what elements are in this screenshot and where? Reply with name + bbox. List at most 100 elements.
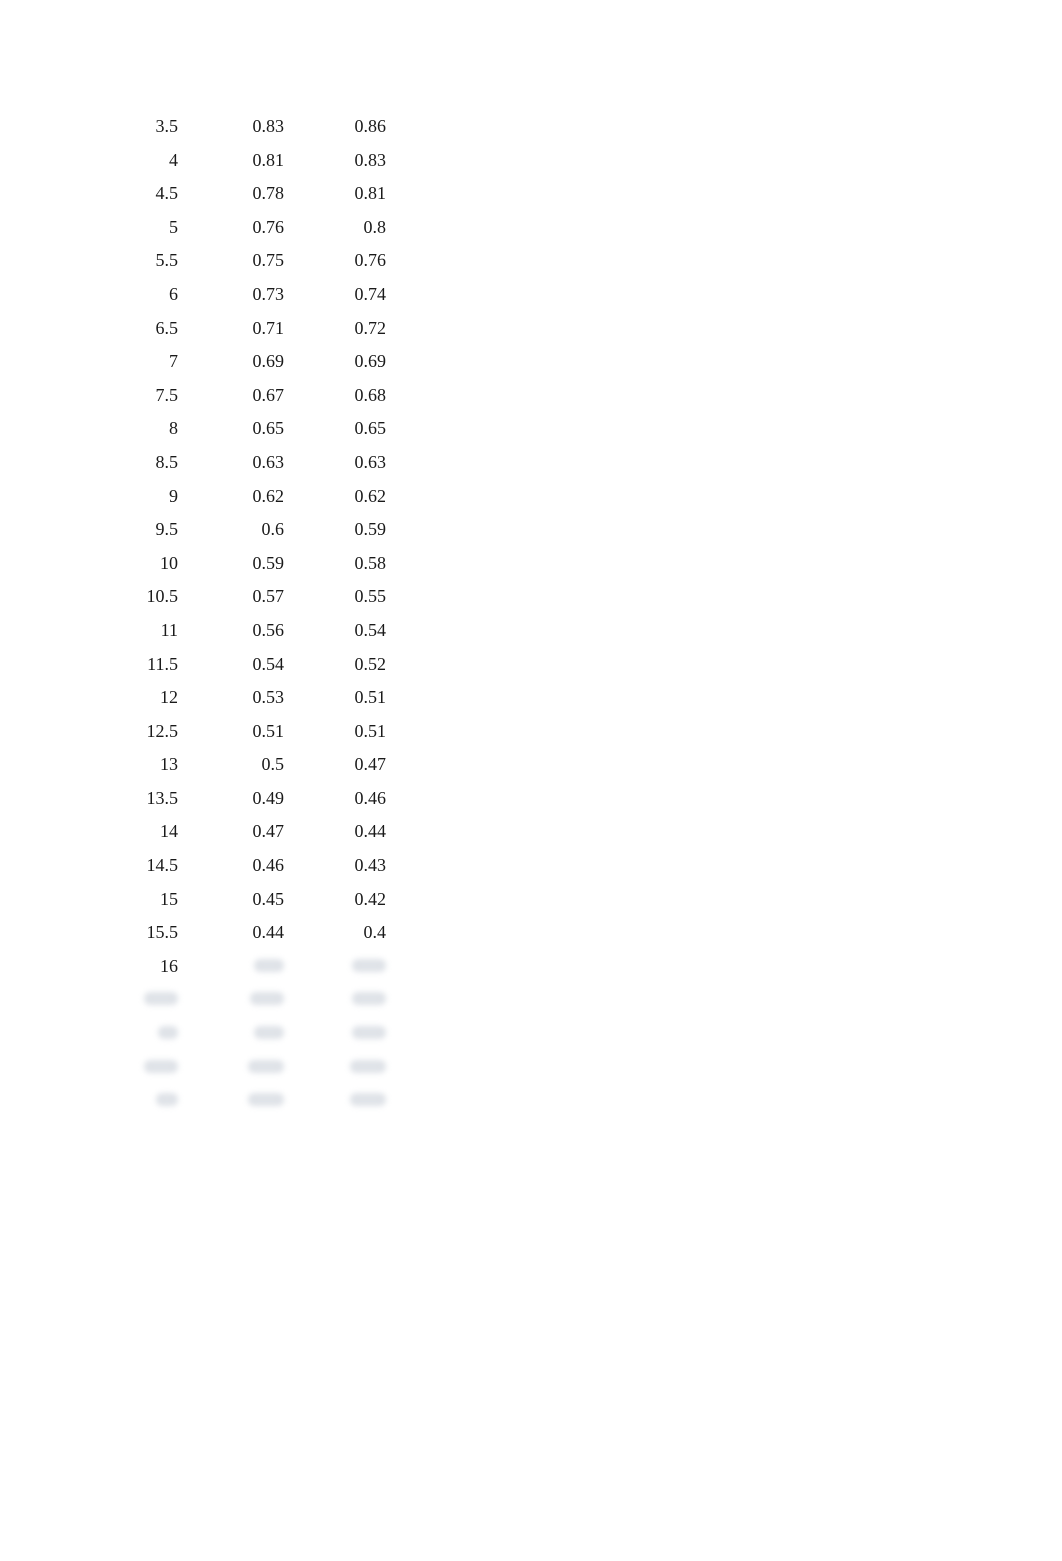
table-cell: 0.63 [284, 446, 386, 480]
table-row: 9.50.60.59 [118, 513, 386, 547]
table-cell: 0.45 [178, 883, 284, 917]
table-cell: 0.52 [284, 648, 386, 682]
table-row: 12.50.510.51 [118, 715, 386, 749]
table-cell: 0.67 [178, 379, 284, 413]
table-cell: 4 [118, 144, 178, 178]
table-cell: 0.78 [178, 177, 284, 211]
table-cell: 0.75 [178, 244, 284, 278]
table-cell: 0.86 [284, 110, 386, 144]
table-row: 70.690.69 [118, 345, 386, 379]
table-cell: 7.5 [118, 379, 178, 413]
table-cell: 0.83 [284, 144, 386, 178]
blurred-value [248, 1093, 284, 1106]
blurred-value [254, 959, 284, 972]
table-row: 11.50.540.52 [118, 648, 386, 682]
table-cell [284, 983, 386, 1017]
table-cell: 0.74 [284, 278, 386, 312]
table-body: 3.50.830.8640.810.834.50.780.8150.760.85… [118, 110, 386, 1118]
table-cell: 13.5 [118, 782, 178, 816]
table-row: 4.50.780.81 [118, 177, 386, 211]
table-cell: 0.59 [178, 547, 284, 581]
table-cell: 0.47 [284, 748, 386, 782]
table-cell [284, 950, 386, 984]
table-row: 60.730.74 [118, 278, 386, 312]
table-row [118, 1084, 386, 1118]
table-cell: 0.73 [178, 278, 284, 312]
table-cell: 5.5 [118, 244, 178, 278]
table-row: 150.450.42 [118, 883, 386, 917]
table-cell: 0.68 [284, 379, 386, 413]
table-cell: 6 [118, 278, 178, 312]
table-cell: 0.81 [178, 144, 284, 178]
table-row: 3.50.830.86 [118, 110, 386, 144]
table-cell: 0.62 [284, 480, 386, 514]
table-cell: 0.69 [284, 345, 386, 379]
table-cell: 3.5 [118, 110, 178, 144]
table-row: 110.560.54 [118, 614, 386, 648]
table-row [118, 983, 386, 1017]
table-cell: 15 [118, 883, 178, 917]
blurred-value [158, 1026, 178, 1039]
table-row: 13.50.490.46 [118, 782, 386, 816]
blurred-value [352, 992, 386, 1005]
table-cell: 10.5 [118, 580, 178, 614]
blurred-value [350, 1060, 386, 1073]
table-cell: 0.42 [284, 883, 386, 917]
table-cell: 0.44 [178, 916, 284, 950]
table-cell: 0.65 [284, 412, 386, 446]
table-row: 50.760.8 [118, 211, 386, 245]
table-cell: 8 [118, 412, 178, 446]
table-cell [118, 1017, 178, 1051]
blurred-value [254, 1026, 284, 1039]
table-row: 140.470.44 [118, 815, 386, 849]
table-row [118, 1051, 386, 1085]
table-cell: 0.47 [178, 815, 284, 849]
blurred-value [144, 1060, 178, 1073]
table-row: 120.530.51 [118, 681, 386, 715]
table-row: 90.620.62 [118, 480, 386, 514]
table-cell: 0.58 [284, 547, 386, 581]
table-cell [178, 1084, 284, 1118]
table-cell: 0.76 [178, 211, 284, 245]
table-cell [284, 1051, 386, 1085]
table-cell: 0.4 [284, 916, 386, 950]
table-cell: 0.8 [284, 211, 386, 245]
table-cell: 0.63 [178, 446, 284, 480]
table-cell: 5 [118, 211, 178, 245]
table-cell: 14 [118, 815, 178, 849]
table-cell [178, 950, 284, 984]
table-cell: 0.51 [284, 715, 386, 749]
table-cell: 0.83 [178, 110, 284, 144]
table-cell: 11.5 [118, 648, 178, 682]
blurred-value [144, 992, 178, 1005]
table-cell [118, 1084, 178, 1118]
table-cell: 0.54 [284, 614, 386, 648]
table-cell: 0.6 [178, 513, 284, 547]
table-row: 40.810.83 [118, 144, 386, 178]
blurred-value [248, 1060, 284, 1073]
table-cell: 14.5 [118, 849, 178, 883]
table-cell: 0.57 [178, 580, 284, 614]
table-row: 8.50.630.63 [118, 446, 386, 480]
numeric-data-table: 3.50.830.8640.810.834.50.780.8150.760.85… [118, 110, 386, 1118]
table-cell [178, 1017, 284, 1051]
blurred-value [156, 1093, 178, 1106]
table-cell: 9.5 [118, 513, 178, 547]
table-cell: 0.69 [178, 345, 284, 379]
table-cell: 0.46 [284, 782, 386, 816]
table-cell: 12.5 [118, 715, 178, 749]
table-row: 100.590.58 [118, 547, 386, 581]
blurred-value [250, 992, 284, 1005]
table-cell: 0.81 [284, 177, 386, 211]
table-cell: 0.71 [178, 312, 284, 346]
table-cell: 0.54 [178, 648, 284, 682]
table-cell: 0.43 [284, 849, 386, 883]
table-cell: 12 [118, 681, 178, 715]
blurred-value [352, 959, 386, 972]
table-cell: 0.76 [284, 244, 386, 278]
table-cell [284, 1017, 386, 1051]
table-row: 10.50.570.55 [118, 580, 386, 614]
table-cell: 0.55 [284, 580, 386, 614]
table-row: 130.50.47 [118, 748, 386, 782]
table-cell [178, 1051, 284, 1085]
